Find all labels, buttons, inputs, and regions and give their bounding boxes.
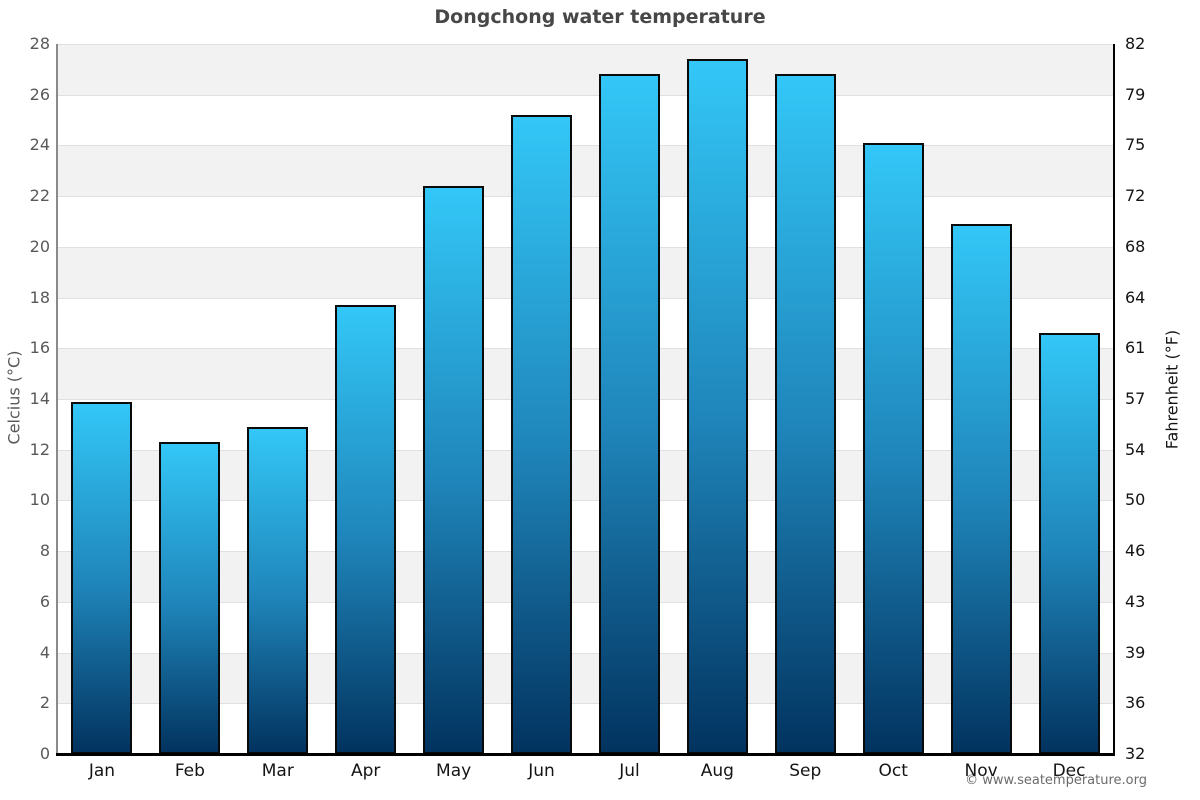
grid-band-2-4 — [58, 652, 1113, 704]
y-tick-right-75: 75 — [1125, 135, 1146, 155]
y-tick-left-22: 22 — [29, 186, 50, 206]
y-tick-left-20: 20 — [29, 236, 50, 256]
bar-apr — [335, 305, 397, 754]
plot-area — [58, 44, 1113, 754]
bottom-axis-line — [56, 753, 1115, 756]
gridline-16 — [58, 348, 1113, 350]
y-tick-right-46: 46 — [1125, 541, 1146, 561]
gridline-20 — [58, 246, 1113, 248]
y-tick-left-4: 4 — [39, 642, 50, 662]
bar-jun — [511, 115, 573, 754]
x-tick-oct: Oct — [878, 761, 908, 781]
y-tick-right-72: 72 — [1125, 186, 1146, 206]
gridline-8 — [58, 551, 1113, 553]
x-tick-jan: Jan — [88, 761, 116, 781]
x-tick-aug: Aug — [700, 761, 734, 781]
y-tick-left-16: 16 — [29, 338, 50, 358]
x-tick-jun: Jun — [528, 761, 555, 781]
bar-oct — [862, 142, 924, 754]
y-tick-right-82: 82 — [1125, 34, 1146, 53]
chart-title: Dongchong water temperature — [434, 6, 766, 28]
y-tick-left-28: 28 — [29, 34, 50, 53]
y-tick-left-24: 24 — [29, 135, 50, 155]
x-tick-dec: Dec — [1052, 761, 1086, 781]
y-tick-left-26: 26 — [29, 84, 50, 104]
y-tick-left-6: 6 — [39, 591, 50, 611]
y-tick-right-43: 43 — [1125, 591, 1146, 611]
x-tick-mar: Mar — [261, 761, 294, 781]
x-tick-jul: Jul — [619, 761, 640, 781]
gridline-22 — [58, 196, 1113, 198]
x-tick-nov: Nov — [964, 761, 998, 781]
y-tick-right-61: 61 — [1125, 338, 1146, 358]
bar-may — [423, 186, 485, 754]
grid-band-22-24 — [58, 145, 1113, 197]
gridline-18 — [58, 297, 1113, 299]
y-tick-left-2: 2 — [39, 693, 50, 713]
gridline-4 — [58, 652, 1113, 654]
x-tick-apr: Apr — [350, 761, 381, 781]
y-tick-left-18: 18 — [29, 287, 50, 307]
left-axis-line — [56, 44, 58, 754]
grid-band-6-8 — [58, 551, 1113, 602]
gridline-28 — [58, 44, 1113, 45]
copyright-link[interactable]: © www.seatemperature.org — [965, 773, 1147, 788]
bar-aug — [686, 59, 748, 754]
y-tick-left-14: 14 — [29, 389, 50, 408]
y-tick-right-36: 36 — [1125, 693, 1146, 713]
y-tick-right-57: 57 — [1125, 389, 1146, 408]
y-tick-right-79: 79 — [1125, 84, 1146, 104]
y-tick-right-32: 32 — [1125, 744, 1146, 763]
bar-jan — [71, 401, 133, 754]
x-tick-may: May — [436, 761, 472, 781]
y-tick-right-54: 54 — [1125, 439, 1146, 459]
right-axis-line — [1113, 44, 1115, 755]
x-tick-sep: Sep — [789, 761, 822, 781]
y-tick-left-12: 12 — [29, 439, 50, 459]
bar-feb — [159, 442, 221, 754]
gridline-12 — [58, 449, 1113, 451]
gridline-6 — [58, 601, 1113, 603]
gridline-24 — [58, 145, 1113, 147]
gridline-2 — [58, 703, 1113, 705]
y-tick-left-8: 8 — [39, 541, 50, 561]
bar-dec — [1038, 333, 1100, 754]
y-tick-right-50: 50 — [1125, 490, 1146, 510]
bar-mar — [247, 426, 309, 754]
bar-jul — [598, 74, 660, 754]
x-tick-feb: Feb — [174, 761, 205, 781]
grid-band-10-12 — [58, 449, 1113, 501]
bar-sep — [774, 74, 836, 754]
grid-band-14-16 — [58, 348, 1113, 399]
y-tick-right-39: 39 — [1125, 642, 1146, 662]
grid-band-18-20 — [58, 246, 1113, 298]
gridline-10 — [58, 500, 1113, 502]
y-tick-left-10: 10 — [29, 490, 50, 510]
gridline-26 — [58, 94, 1113, 96]
y-tick-right-64: 64 — [1125, 287, 1146, 307]
y-tick-right-68: 68 — [1125, 236, 1146, 256]
gridline-14 — [58, 399, 1113, 400]
y-tick-left-0: 0 — [39, 744, 50, 763]
bar-nov — [950, 224, 1012, 754]
grid-band-26-28 — [58, 44, 1113, 95]
